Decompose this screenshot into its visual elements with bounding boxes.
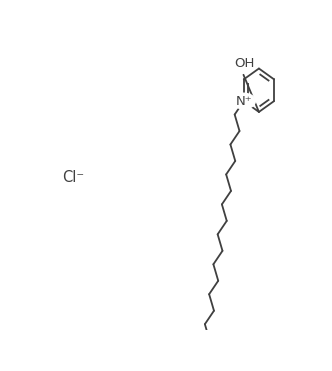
Ellipse shape — [232, 93, 255, 109]
Text: Cl⁻: Cl⁻ — [62, 170, 84, 185]
Text: N⁺: N⁺ — [235, 95, 252, 108]
Text: OH: OH — [235, 57, 255, 70]
